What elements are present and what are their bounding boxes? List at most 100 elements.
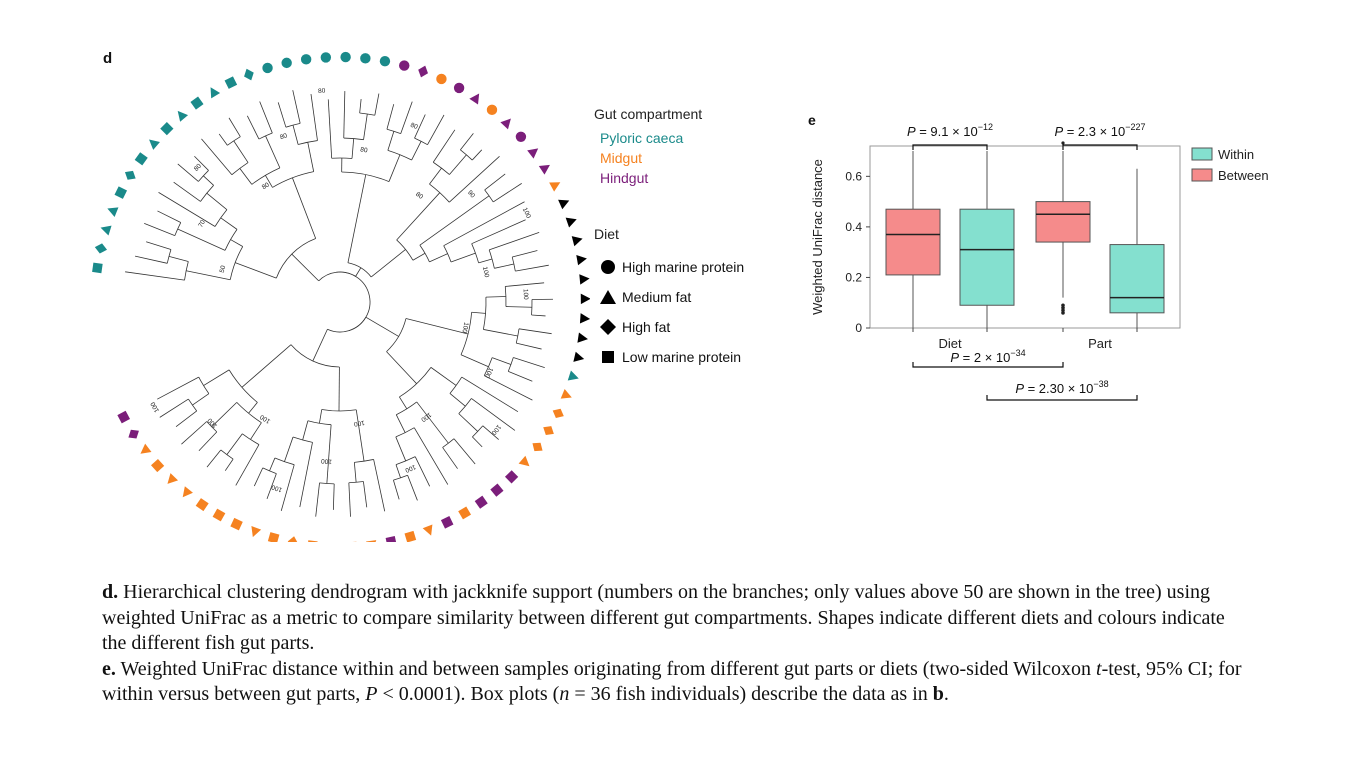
tree-branch [269,457,276,472]
tree-branch [355,409,365,462]
support-value: 100 [521,207,532,220]
caption-e-text: < 0.0001). Box plots ( [377,683,560,705]
caption-e-text: Weighted UniFrac distance within and bet… [115,657,1097,680]
caption-e-text: = 36 fish individuals) describe the data… [569,683,933,705]
x-category-label: Diet [938,336,962,351]
tree-branch [531,314,546,317]
tree-branch [158,192,216,227]
tree-tip-marker [92,262,103,274]
support-value: 70 [197,219,207,229]
tree-branch [312,329,328,362]
tree-branch [471,311,486,314]
tree-tip-marker [182,486,193,498]
tree-branch [493,183,522,203]
tree-tip-marker [399,60,410,71]
panel-d-label: d [103,50,113,67]
tree-tip-marker [251,526,262,538]
tree-branch [460,354,489,368]
tree-branch [430,367,457,386]
tree-tip-marker [117,410,131,424]
caption-e: e. Weighted UniFrac distance within and … [102,657,1242,708]
tree-branch [198,376,210,394]
tree-branch [265,175,273,188]
tree-branch [248,402,258,414]
tree-branch [265,135,281,169]
tree-branch [226,433,243,455]
tree-branch [516,342,542,350]
caption-e-text: . [943,683,949,705]
tree-branch [186,270,231,281]
tree-branch [292,436,313,443]
tree-branch [494,263,514,269]
tree-tip-marker [190,96,204,110]
legend-label: Within [1218,147,1254,162]
significance-bracket [912,144,988,150]
tree-branch [472,436,483,448]
dendrogram-tips [92,51,590,542]
caption-e-text: -test, 95% CI; for within versus between… [102,657,1242,706]
tree-branch [489,232,540,251]
tree-tip-marker [577,332,588,343]
tree-tip-marker [571,236,583,247]
tree-branch [206,421,218,433]
tree-branch [365,316,399,337]
diet-legend-title: Diet [594,226,619,242]
tree-branch [449,156,500,203]
tree-branch [478,258,493,264]
support-value: 100 [320,457,332,465]
tree-branch [482,425,499,440]
support-value: 50 [219,264,228,273]
tree-tip-marker [486,104,498,116]
tree-tip-marker [140,443,152,454]
tree-branch [177,228,226,251]
tree-tip-marker [300,54,312,65]
tree-tip-marker [94,243,108,254]
tree-branch [188,398,198,412]
tree-branch [387,131,395,151]
tree-branch [157,376,199,400]
tree-tip-marker [567,370,579,381]
tree-branch [518,328,552,335]
tree-branch [231,162,249,176]
tree-tip-marker [128,429,139,439]
support-value: 100 [259,413,272,425]
tree-branch [343,137,364,141]
tree-tip-marker [365,540,377,542]
diet-legend-label: High marine protein [622,259,745,275]
support-value: 100 [206,416,219,429]
tree-branch [284,436,294,462]
gut-legend-title: Gut compartment [594,106,703,122]
tree-branch [125,271,185,281]
tree-branch [319,409,323,424]
tree-branch [429,253,448,263]
tree-tip-marker [100,225,112,236]
tree-tip-marker [262,62,273,74]
tree-branch [427,114,445,145]
circle-icon [594,259,622,275]
diet-legend-label: High fat [622,319,671,335]
caption-italic-t: t [1096,657,1102,680]
support-value: 80 [318,87,326,95]
dendrogram: 50 70 80 80 80 80 80 80 80 90 100 100 100 100 100 100 10… [92,51,590,542]
tree-branch [326,424,332,484]
tree-branch [429,167,442,185]
tree-branch [355,267,362,277]
tree-tip-marker [565,217,577,228]
box-within [1109,244,1165,314]
tree-branch [220,217,238,230]
plot-frame [869,145,1181,329]
tree-tip-marker [124,170,136,180]
tree-branch [343,91,346,139]
tree-tip-marker [320,52,332,63]
square-icon [594,349,622,365]
tree-branch [321,409,357,412]
legend-swatch [1191,147,1213,161]
tree-branch [224,458,234,471]
tree-branch [387,149,412,161]
tree-tip-marker [576,255,587,266]
tree-branch [241,344,292,388]
tree-branch [419,195,490,246]
tree-tip-marker [418,65,428,78]
tree-branch [405,318,469,335]
